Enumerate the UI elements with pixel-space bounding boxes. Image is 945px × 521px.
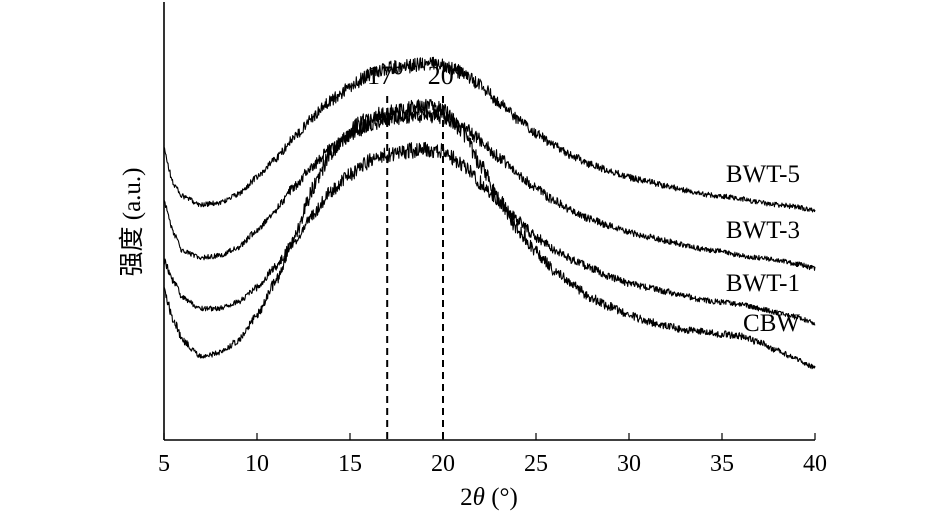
x-tick-label-35: 35 (710, 451, 734, 477)
series-label-bwt-3: BWT-3 (726, 217, 800, 244)
x-tick-label-20: 20 (431, 451, 455, 477)
series-label-bwt-1: BWT-1 (726, 270, 800, 297)
series-group (163, 56, 816, 370)
x-tick-label-25: 25 (524, 451, 548, 477)
series-label-bwt-5: BWT-5 (726, 161, 800, 188)
series-labels: BWT-5 BWT-3 BWT-1 CBW (726, 161, 800, 337)
series-label-cbw: CBW (743, 310, 800, 337)
series-line-cbw (163, 98, 816, 370)
x-tick-label-5: 5 (158, 451, 170, 477)
x-tick-label-15: 15 (338, 451, 362, 477)
x-axis-title: 2θ (°) (460, 484, 518, 511)
x-tick-label-10: 10 (245, 451, 269, 477)
x-tick-label-30: 30 (617, 451, 641, 477)
series-line-bwt-3 (163, 108, 816, 271)
series-line-bwt-1 (163, 141, 816, 326)
y-axis-title: 强度 (a.u.) (118, 168, 146, 277)
x-tick-label-40: 40 (803, 451, 827, 477)
x-axis-ticks: 5 10 15 20 25 30 35 40 (158, 433, 827, 477)
series-line-bwt-5 (163, 56, 816, 213)
